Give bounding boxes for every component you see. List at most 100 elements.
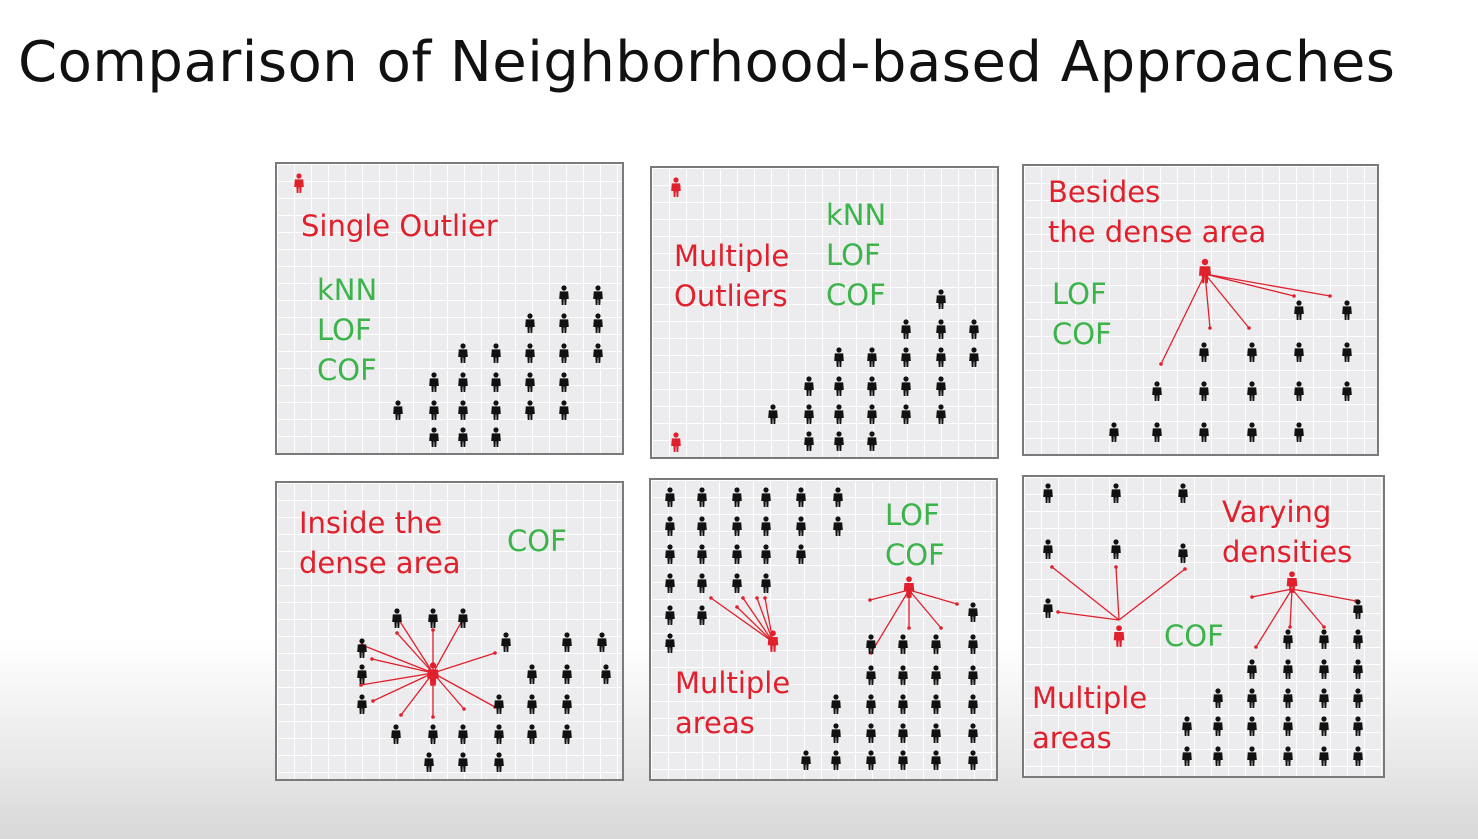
person-icon: [1213, 746, 1223, 766]
panel-4-figure: [357, 608, 611, 772]
person-icon: [357, 694, 367, 714]
neighbor-link: [1289, 588, 1293, 628]
person-icon: [936, 404, 946, 424]
person-icon: [391, 724, 401, 744]
person-icon: [562, 664, 572, 684]
person-icon: [1283, 629, 1293, 649]
panel-inside-dense-area: Inside the dense area COF: [275, 481, 624, 781]
person-icon: [931, 665, 941, 685]
person-icon: [429, 400, 439, 420]
person-icon: [968, 634, 978, 654]
scenario-label: Varying densities: [1222, 495, 1353, 569]
panel-multiple-outliers: Multiple Outliers kNN LOF COF: [650, 166, 999, 459]
method-list: COF: [507, 524, 567, 558]
panel-5-figure: [665, 487, 978, 770]
person-icon: [527, 724, 537, 744]
person-icon: [458, 372, 468, 392]
neighbor-link: [1115, 566, 1120, 621]
person-icon: [601, 664, 611, 684]
person-icon: [1353, 688, 1363, 708]
person-icon: [1283, 746, 1293, 766]
person-icon: [1213, 688, 1223, 708]
person-icon: [834, 347, 844, 367]
link-arrowhead: [359, 683, 363, 687]
person-icon: [968, 723, 978, 743]
method-list: LOF COF: [1052, 277, 1112, 351]
person-icon: [866, 634, 876, 654]
person-icon: [525, 372, 535, 392]
person-icon: [732, 573, 742, 593]
person-icon: [867, 404, 877, 424]
neighbor-link: [1255, 588, 1293, 648]
person-icon: [804, 404, 814, 424]
person-icon: [796, 544, 806, 564]
person-icon: [525, 400, 535, 420]
person-icon: [732, 544, 742, 564]
neighbor-link: [1204, 273, 1331, 297]
person-icon: [1319, 629, 1329, 649]
neighbor-link: [360, 672, 434, 686]
neighbor-link: [432, 652, 496, 674]
link-arrowhead: [755, 596, 759, 600]
person-icon: [898, 634, 908, 654]
link-arrowhead: [1250, 595, 1254, 599]
scenario-label: Besides the dense area: [1048, 175, 1267, 249]
person-icon: [665, 633, 675, 653]
panel-3-figure: [1109, 258, 1352, 442]
person-icon: [458, 400, 468, 420]
link-arrowhead: [1247, 326, 1251, 330]
person-icon: [1213, 716, 1223, 736]
person-icon: [834, 431, 844, 451]
person-icon: [1247, 659, 1257, 679]
person-icon: [1294, 422, 1304, 442]
link-arrowhead: [1050, 565, 1054, 569]
person-icon: [936, 376, 946, 396]
scenario-label-secondary: Multiple areas: [1032, 681, 1148, 755]
neighbor-link: [1118, 568, 1186, 621]
person-icon: [393, 400, 403, 420]
person-icon: [1199, 381, 1209, 401]
person-icon: [1182, 716, 1192, 736]
neighbor-link: [432, 672, 496, 708]
scenario-label: Inside the dense area: [299, 506, 461, 580]
neighbor-link: [361, 644, 434, 674]
person-icon: [491, 343, 501, 363]
link-arrowhead: [1322, 625, 1326, 629]
person-icon: [428, 608, 438, 628]
person-icon: [665, 544, 675, 564]
person-icon: [562, 694, 572, 714]
neighbor-link: [372, 672, 434, 702]
person-icon: [458, 608, 468, 628]
neighbor-link: [870, 589, 910, 654]
panel-varying-densities: Varying densities Multiple areas COF: [1022, 475, 1385, 778]
person-icon: [494, 752, 504, 772]
person-icon: [1247, 716, 1257, 736]
method-list: COF: [1164, 619, 1224, 653]
neighbor-link: [710, 597, 774, 643]
person-icon: [501, 632, 511, 652]
outlier-person-icon: [903, 576, 915, 598]
neighbor-link: [908, 589, 958, 605]
person-icon: [697, 573, 707, 593]
person-icon: [969, 319, 979, 339]
person-icon: [931, 694, 941, 714]
link-arrowhead: [462, 707, 466, 711]
outlier-person-icon: [767, 630, 779, 652]
neighbor-link: [400, 672, 434, 716]
person-icon: [665, 516, 675, 536]
person-icon: [901, 347, 911, 367]
neighbor-link: [869, 589, 910, 601]
person-icon: [593, 285, 603, 305]
person-icon: [796, 516, 806, 536]
neighbor-link: [736, 606, 774, 643]
person-icon: [898, 665, 908, 685]
link-arrowhead: [907, 626, 911, 630]
person-icon: [936, 319, 946, 339]
link-arrowhead: [709, 596, 713, 600]
neighbor-link: [396, 632, 434, 674]
person-icon: [1353, 599, 1363, 619]
person-icon: [357, 638, 367, 658]
link-arrowhead: [1159, 362, 1163, 366]
person-icon: [429, 427, 439, 447]
person-icon: [867, 431, 877, 451]
